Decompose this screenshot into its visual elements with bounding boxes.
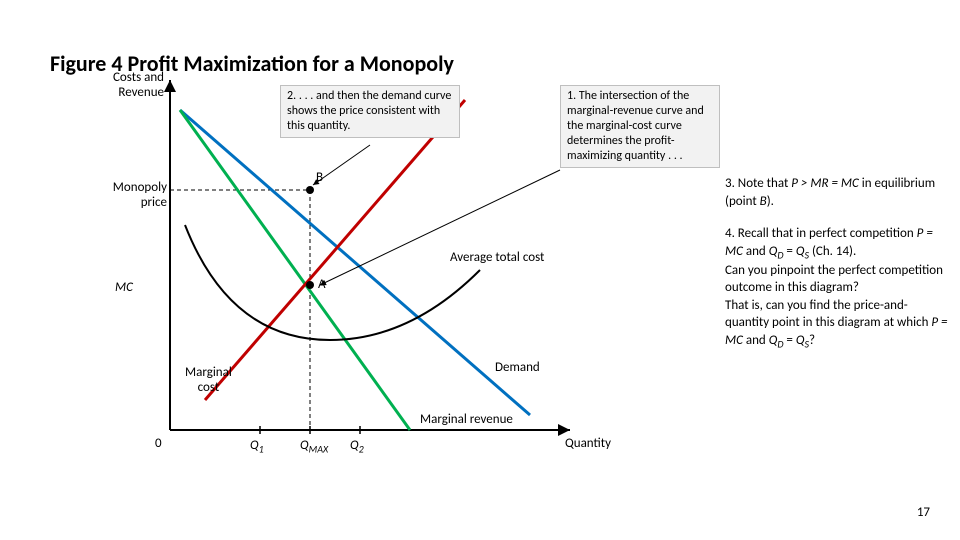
qmax-label: QMAX [300, 438, 328, 456]
note-4: 4. Recall that in perfect competition P … [725, 225, 950, 351]
annotation-box-2: 2. . . . and then the demand curve shows… [280, 85, 460, 138]
note-3: 3. Note that P > MR = MC in equilibrium … [725, 175, 950, 210]
economics-diagram: Costs and Revenue Monopoly price MC Marg… [50, 70, 590, 470]
mc-short-label: MC [115, 280, 133, 295]
atc-label: Average total cost [450, 250, 544, 265]
monopoly-price-label: Monopoly price [97, 180, 167, 210]
point-a-label: A [318, 277, 326, 292]
marginal-cost-label: Marginal cost [185, 365, 232, 395]
q1-label: Q1 [250, 438, 264, 456]
q2-label: Q2 [350, 438, 364, 456]
demand-label: Demand [495, 360, 540, 375]
point-b-label: B [316, 170, 323, 185]
page-number: 17 [917, 505, 930, 520]
origin-label: 0 [155, 436, 162, 451]
mr-label: Marginal revenue [420, 412, 513, 427]
x-axis-label: Quantity [565, 436, 611, 451]
y-axis-label: Costs and Revenue [84, 70, 164, 100]
annotation-box-1: 1. The intersection of the marginal-reve… [560, 85, 720, 168]
